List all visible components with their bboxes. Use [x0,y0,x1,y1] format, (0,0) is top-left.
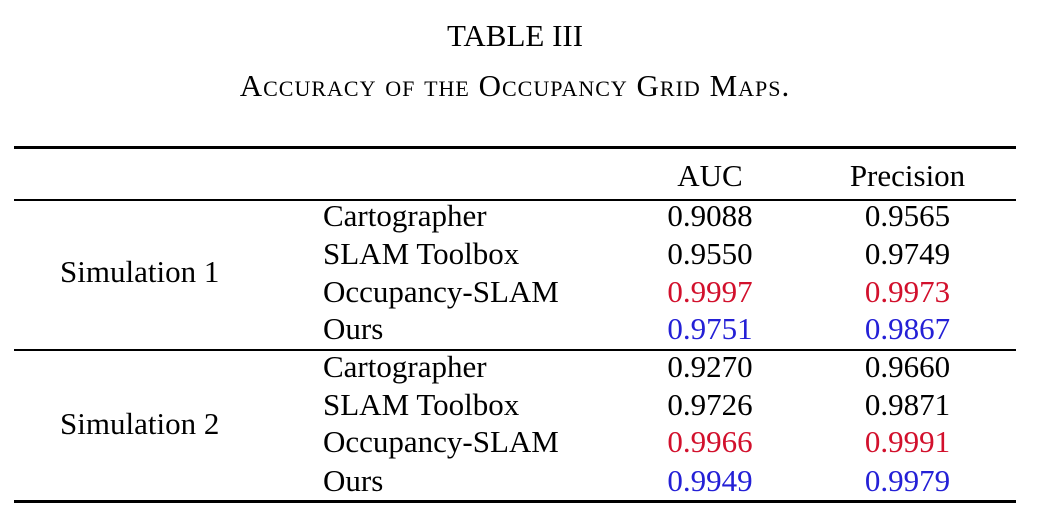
method-name: SLAM Toolbox [323,236,520,271]
group-separator-rule [14,349,1016,351]
top-rule [14,146,1016,149]
group-label-simulation-1: Simulation 1 [60,254,220,289]
auc-value: 0.9726 [667,387,753,422]
method-name: Ours [323,311,384,346]
precision-value-best: 0.9973 [864,274,951,309]
method-name: Occupancy-SLAM [323,274,559,309]
table-caption-title: TABLE III [446,18,584,53]
method-name: Cartographer [323,349,487,384]
method-name: Ours [323,463,384,498]
table-caption-subtitle: Accuracy of the Occupancy Grid Maps. [239,68,791,103]
bottom-rule [14,500,1016,503]
method-name: Cartographer [323,198,487,233]
auc-value: 0.9270 [667,349,753,384]
method-name: Occupancy-SLAM [323,424,559,459]
precision-value-second: 0.9979 [864,463,951,498]
precision-value-best: 0.9991 [864,424,951,459]
auc-value: 0.9088 [667,198,753,233]
auc-value-second: 0.9751 [667,311,753,346]
method-name: SLAM Toolbox [323,387,520,422]
auc-value: 0.9550 [667,236,753,271]
auc-value-second: 0.9949 [667,463,753,498]
precision-value: 0.9660 [864,349,951,384]
header-rule [14,199,1016,201]
group-label-simulation-2: Simulation 2 [60,406,220,441]
precision-value: 0.9749 [864,236,951,271]
precision-value: 0.9565 [864,198,951,233]
auc-value-best: 0.9966 [667,424,753,459]
precision-value: 0.9871 [864,387,951,422]
precision-value-second: 0.9867 [864,311,951,346]
auc-value-best: 0.9997 [667,274,753,309]
column-header-auc: AUC [677,158,743,193]
column-header-precision: Precision [849,158,966,193]
